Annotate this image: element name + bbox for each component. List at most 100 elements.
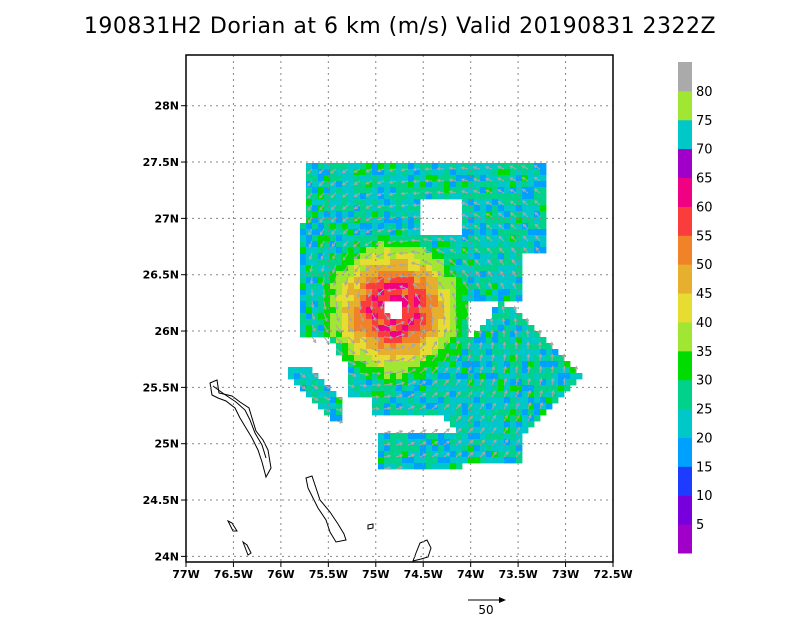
wind-speed-cell (384, 451, 391, 458)
wind-speed-cell (384, 337, 391, 344)
wind-speed-cell (402, 175, 409, 182)
wind-speed-cell (462, 433, 469, 440)
wind-speed-cell (378, 403, 385, 410)
wind-speed-cell (474, 415, 481, 422)
wind-speed-cell (414, 463, 421, 470)
wind-speed-cell (426, 295, 433, 302)
wind-speed-cell (408, 385, 415, 392)
wind-speed-cell (390, 181, 397, 188)
wind-speed-cell (522, 199, 529, 206)
wind-speed-cell (420, 337, 427, 344)
wind-speed-cell (504, 343, 511, 350)
wind-speed-cell (516, 421, 523, 428)
wind-speed-cell (414, 271, 421, 278)
wind-arrow-head (487, 259, 491, 264)
wind-speed-cell (312, 169, 319, 176)
wind-speed-cell (438, 349, 445, 356)
wind-speed-cell (516, 343, 523, 350)
wind-arrow-head (306, 182, 311, 187)
wind-arrow-head (363, 338, 368, 343)
wind-speed-cell (420, 187, 427, 194)
wind-speed-cell (402, 289, 409, 296)
wind-speed-cell (480, 175, 487, 182)
wind-speed-cell (444, 283, 451, 290)
wind-speed-cell (492, 223, 499, 230)
wind-speed-cell (378, 463, 385, 470)
wind-arrow-head (445, 403, 450, 408)
wind-speed-cell (510, 199, 517, 206)
wind-speed-cell (480, 373, 487, 380)
wind-arrow-head (369, 306, 374, 311)
wind-speed-cell (354, 349, 361, 356)
wind-speed-cell (486, 271, 493, 278)
wind-speed-cell (372, 235, 379, 242)
wind-speed-cell (528, 193, 535, 200)
wind-speed-cell (414, 283, 421, 290)
wind-speed-cell (330, 175, 337, 182)
wind-arrow-head (425, 282, 430, 286)
wind-speed-cell (318, 259, 325, 266)
wind-speed-cell (438, 361, 445, 368)
wind-speed-cell (516, 271, 523, 278)
wind-arrow-head (412, 179, 417, 184)
wind-speed-cell (468, 289, 475, 296)
wind-speed-cell (336, 229, 343, 236)
wind-arrow (491, 378, 495, 386)
wind-arrow (498, 212, 505, 218)
wind-speed-cell (336, 205, 343, 212)
colorbar-label: 75 (696, 114, 713, 129)
y-tick-label: 25N (154, 438, 179, 451)
wind-speed-cell (372, 349, 379, 356)
wind-arrow (407, 430, 415, 434)
wind-arrow (399, 285, 409, 290)
wind-speed-cell (306, 325, 313, 332)
wind-speed-cell (486, 409, 493, 416)
wind-speed-cell (462, 427, 469, 434)
wind-arrow-head (406, 303, 411, 308)
wind-arrow-head (318, 182, 323, 187)
wind-arrow-head (512, 270, 516, 275)
wind-arrow-head (510, 235, 515, 240)
wind-speed-cell (402, 355, 409, 362)
wind-speed-cell (324, 277, 331, 284)
wind-arrow (515, 427, 520, 434)
wind-speed-cell (516, 241, 523, 248)
wind-speed-cell (552, 391, 559, 398)
wind-speed-cell (558, 379, 565, 386)
wind-arrow (479, 415, 485, 422)
wind-arrow-head (352, 361, 357, 366)
wind-speed-cell (492, 451, 499, 458)
wind-speed-cell (444, 337, 451, 344)
wind-arrow-head (510, 224, 515, 228)
wind-arrow (443, 404, 450, 410)
wind-arrow-head (450, 281, 455, 285)
wind-speed-cell (528, 409, 535, 416)
wind-speed-cell (444, 175, 451, 182)
wind-arrow-head (516, 426, 520, 431)
wind-arrow-head (534, 223, 539, 228)
wind-arrow-head (527, 389, 532, 394)
wind-speed-cell (432, 247, 439, 254)
wind-speed-cell (444, 247, 451, 254)
wind-speed-cell (516, 193, 523, 200)
wind-speed-cell (402, 193, 409, 200)
wind-speed-cell (366, 163, 373, 170)
wind-arrow-head (338, 340, 343, 345)
wind-speed-cell (360, 193, 367, 200)
wind-speed-cell (426, 361, 433, 368)
wind-arrow-head (420, 315, 424, 321)
wind-arrow-head (509, 212, 514, 216)
wind-speed-cell (546, 403, 553, 410)
wind-speed-cell (312, 265, 319, 272)
wind-speed-cell (420, 409, 427, 416)
wind-speed-cell (306, 307, 313, 314)
wind-speed-cell (510, 163, 517, 170)
wind-speed-cell (384, 199, 391, 206)
wind-speed-cell (372, 283, 379, 290)
wind-speed-cell (474, 277, 481, 284)
wind-speed-cell (336, 217, 343, 224)
wind-speed-cell (510, 181, 517, 188)
wind-speed-cell (306, 199, 313, 206)
wind-arrow (335, 336, 342, 344)
wind-arrow-head (351, 339, 355, 344)
